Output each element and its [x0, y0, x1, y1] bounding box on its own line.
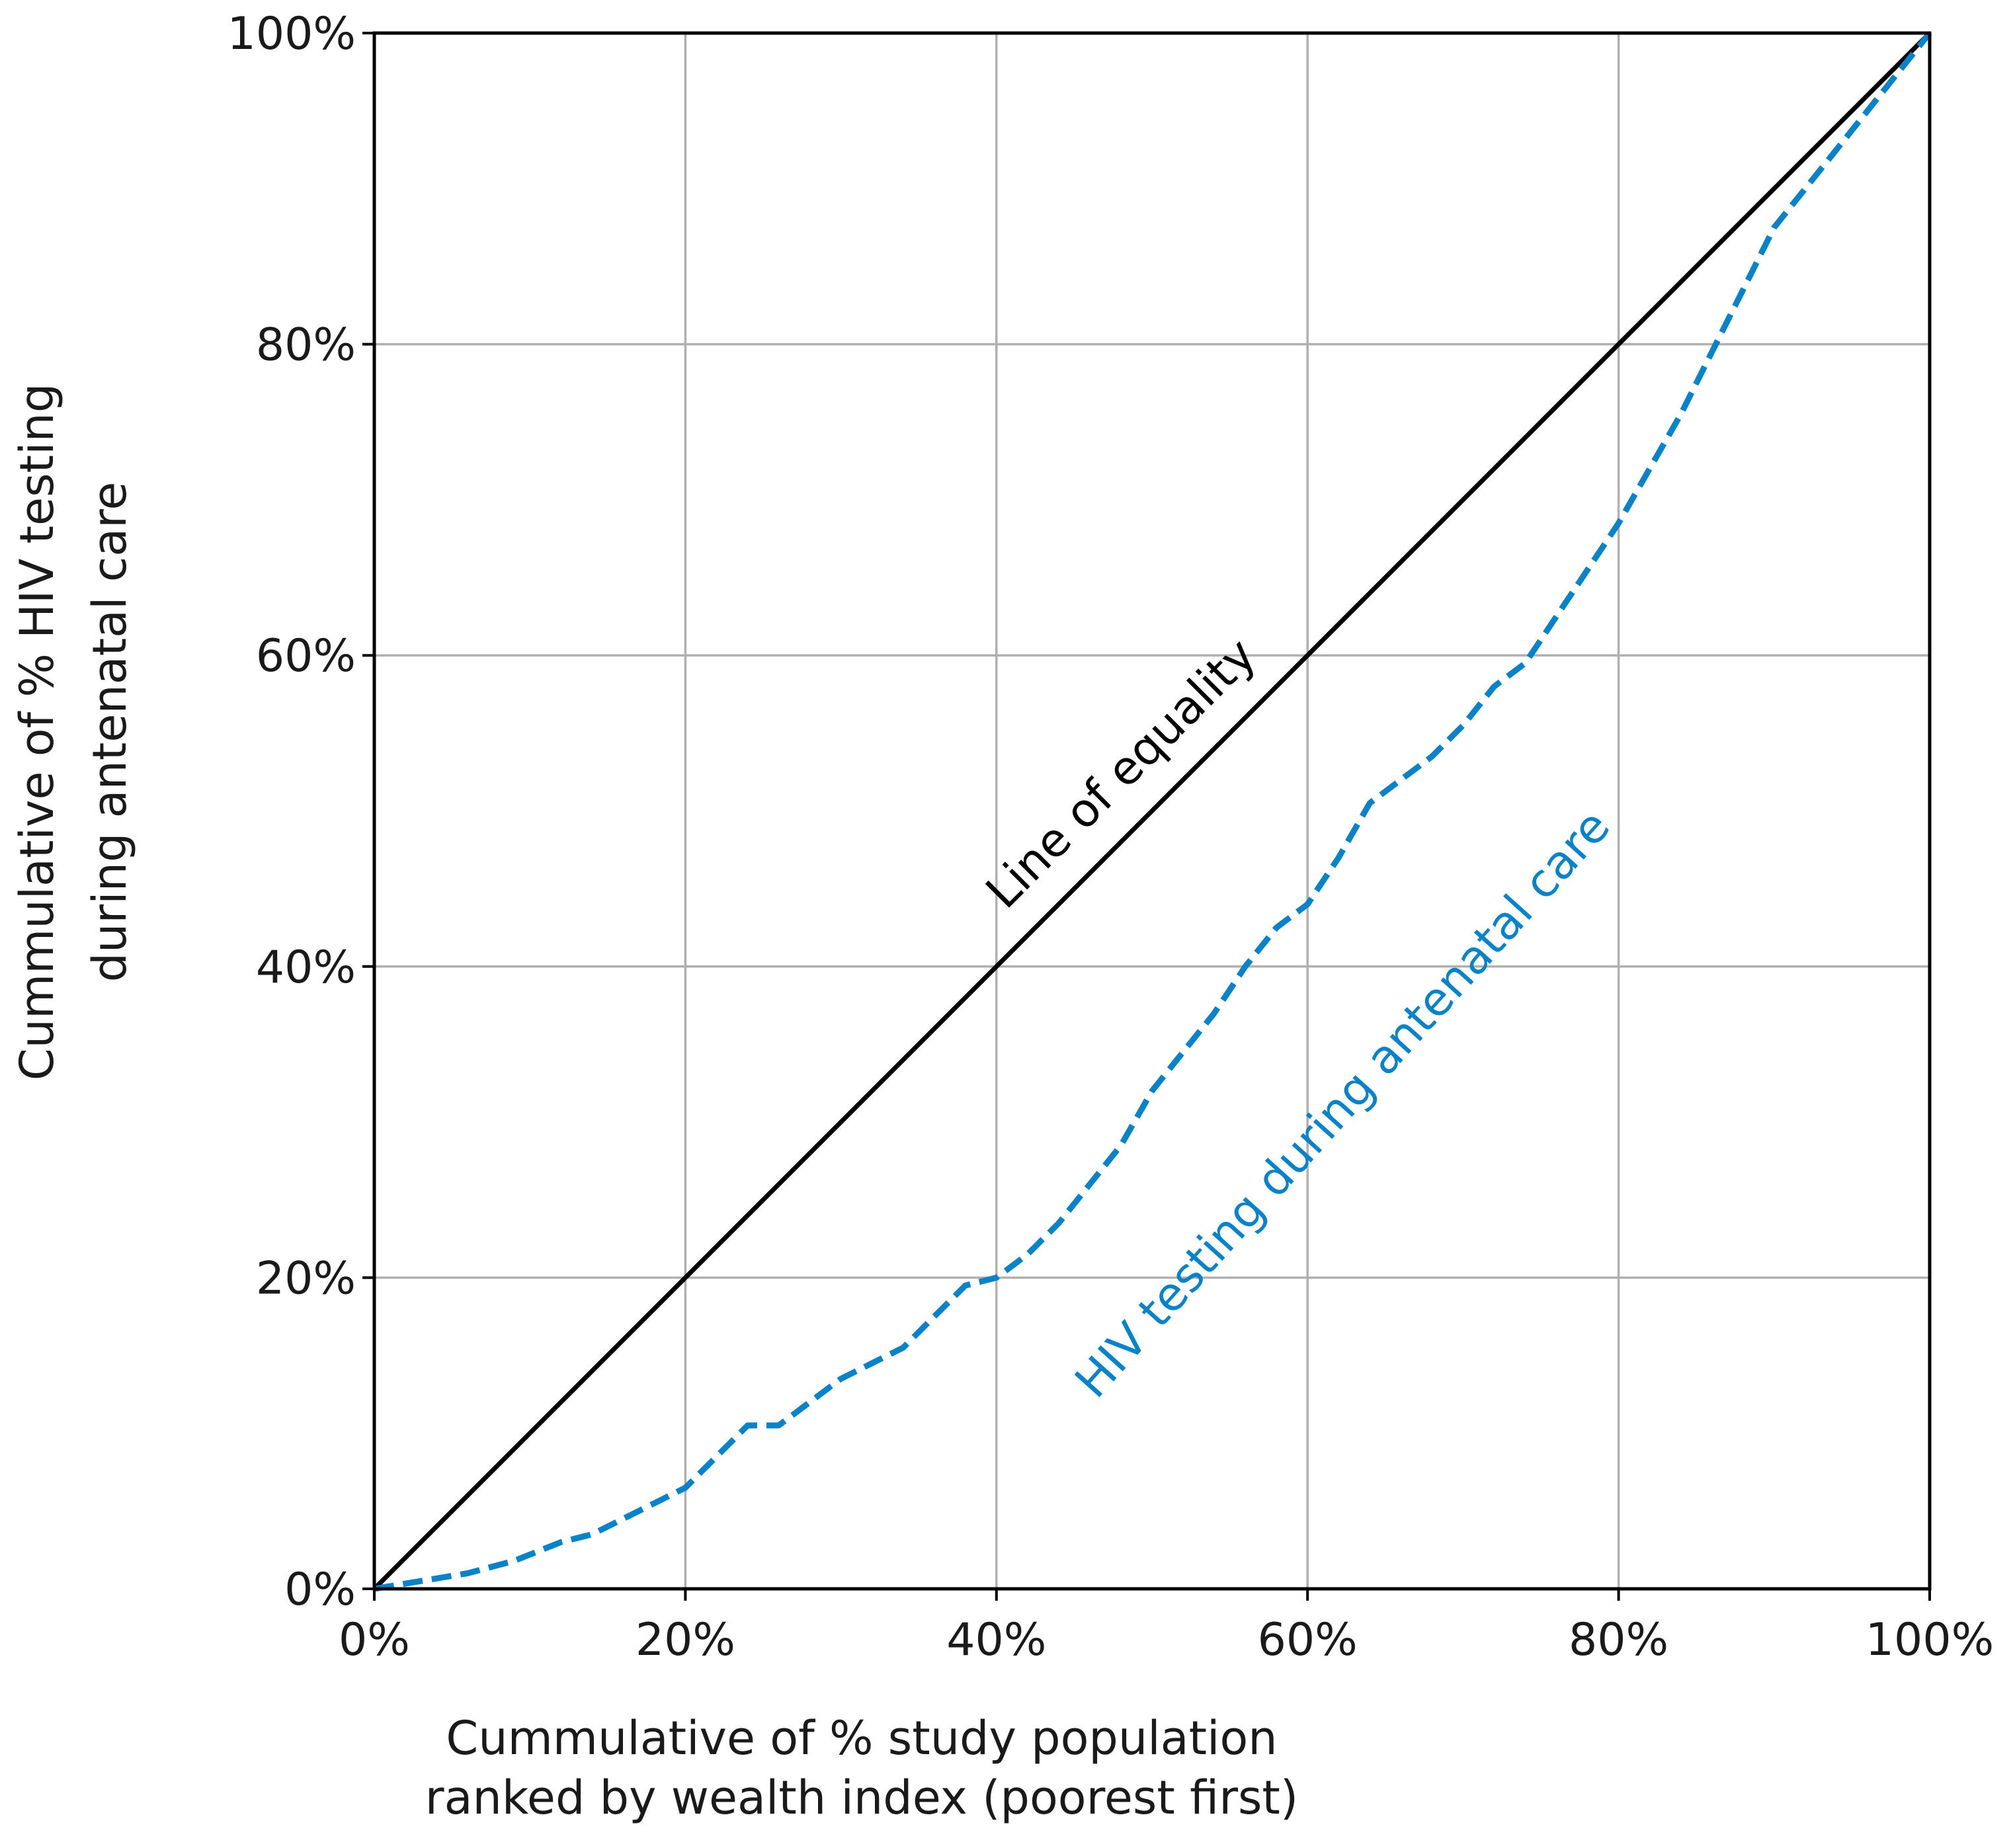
- x-tick-label: 20%: [636, 1614, 735, 1666]
- x-tick-label: 40%: [946, 1614, 1046, 1666]
- y-tick-label: 60%: [256, 630, 356, 682]
- line-of-equality: [372, 31, 1932, 1591]
- y-tick-label: 40%: [256, 942, 356, 994]
- y-axis-title-line2: during antenatal care: [83, 482, 137, 983]
- y-axis-ticks: 0% 20% 40% 60% 80% 100%: [227, 8, 374, 1616]
- x-axis-ticks: 0% 20% 40% 60% 80% 100%: [339, 1589, 1994, 1666]
- x-tick-label: 100%: [1866, 1614, 1994, 1666]
- y-tick-label: 100%: [227, 8, 356, 60]
- x-tick-label: 60%: [1258, 1614, 1358, 1666]
- x-axis-title-line2: ranked by wealth index (poorest first): [425, 1771, 1298, 1825]
- x-axis-title-line1: Cummulative of % study population: [446, 1711, 1277, 1765]
- series-layer: [372, 31, 1932, 1592]
- x-tick-label: 80%: [1569, 1614, 1668, 1666]
- line-of-equality-label: Line of equality: [975, 627, 1266, 918]
- x-tick-label: 0%: [339, 1614, 410, 1666]
- y-axis-title-line1: Cummulative of % HIV testing: [10, 383, 64, 1081]
- y-tick-label: 80%: [256, 319, 356, 372]
- y-tick-label: 20%: [256, 1252, 356, 1305]
- y-tick-label: 0%: [284, 1564, 356, 1616]
- plot-frame: [372, 31, 1932, 1591]
- hiv-testing-curve: [374, 31, 1932, 1592]
